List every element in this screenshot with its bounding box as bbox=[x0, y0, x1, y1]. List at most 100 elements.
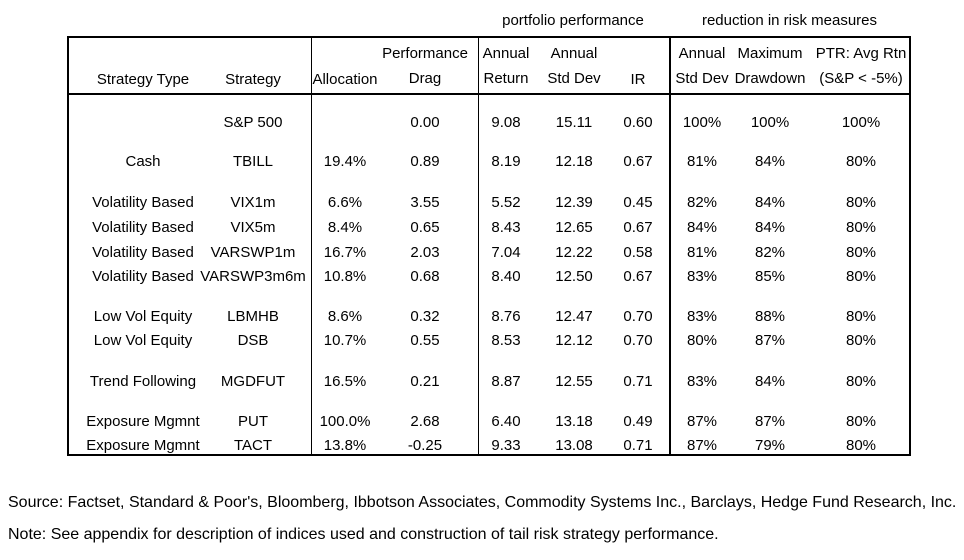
table-cell-strategy: TBILL bbox=[232, 153, 274, 170]
table-cell-annual-return: 8.43 bbox=[491, 219, 521, 236]
column-divider bbox=[669, 38, 671, 454]
table-cell-rr-annual-std-dev: 87% bbox=[686, 437, 718, 454]
table-cell-strategy-type: Cash bbox=[125, 153, 161, 170]
table-cell-performance-drag: 0.65 bbox=[410, 219, 440, 236]
column-header-rr-annual-std-dev: Std Dev bbox=[675, 70, 729, 87]
table-cell-performance-drag: 0.00 bbox=[410, 114, 440, 131]
table-cell-allocation: 10.7% bbox=[323, 332, 367, 349]
table-cell-rr-annual-std-dev: 82% bbox=[686, 194, 718, 211]
table-cell-annual-return: 6.40 bbox=[491, 413, 521, 430]
table-cell-strategy-type: Volatility Based bbox=[92, 194, 194, 211]
table-cell-performance-drag: 2.03 bbox=[410, 244, 440, 261]
table-cell-ir: 0.60 bbox=[623, 114, 653, 131]
column-header-max-drawdown: Maximum bbox=[737, 45, 803, 62]
table-cell-strategy-type: Low Vol Equity bbox=[93, 308, 193, 325]
table-cell-performance-drag: 3.55 bbox=[410, 194, 440, 211]
table-cell-annual-return: 9.08 bbox=[491, 114, 521, 131]
table-cell-annual-std-dev: 13.18 bbox=[555, 413, 593, 430]
table-cell-annual-return: 5.52 bbox=[491, 194, 521, 211]
table-cell-strategy: VIX5m bbox=[230, 219, 276, 236]
table-cell-rr-annual-std-dev: 81% bbox=[686, 244, 718, 261]
table-cell-performance-drag: 0.32 bbox=[410, 308, 440, 325]
group-header-risk-reduction: reduction in risk measures bbox=[701, 12, 878, 29]
table-cell-rr-annual-std-dev: 84% bbox=[686, 219, 718, 236]
table-cell-max-drawdown: 84% bbox=[754, 153, 786, 170]
table-cell-strategy: MGDFUT bbox=[220, 373, 286, 390]
table-cell-ir: 0.67 bbox=[623, 268, 653, 285]
table-cell-ir: 0.49 bbox=[623, 413, 653, 430]
table-cell-allocation: 19.4% bbox=[323, 153, 367, 170]
table-cell-annual-std-dev: 12.65 bbox=[555, 219, 593, 236]
table-cell-strategy: LBMHB bbox=[227, 308, 279, 325]
table-cell-rr-annual-std-dev: 80% bbox=[686, 332, 718, 349]
column-header-annual-std-dev: Annual bbox=[550, 45, 598, 62]
table-cell-allocation: 100.0% bbox=[319, 413, 371, 430]
table-cell-max-drawdown: 87% bbox=[754, 332, 786, 349]
table-cell-ptr: 80% bbox=[845, 332, 877, 349]
table-cell-ir: 0.67 bbox=[623, 219, 653, 236]
table-cell-annual-return: 8.40 bbox=[491, 268, 521, 285]
table-cell-annual-std-dev: 12.50 bbox=[555, 268, 593, 285]
table-cell-ptr: 80% bbox=[845, 413, 877, 430]
table-cell-allocation: 8.6% bbox=[327, 308, 363, 325]
table-cell-ptr: 80% bbox=[845, 268, 877, 285]
table-cell-performance-drag: 0.89 bbox=[410, 153, 440, 170]
table-cell-strategy: VARSWP3m6m bbox=[200, 268, 306, 285]
table-cell-rr-annual-std-dev: 83% bbox=[686, 373, 718, 390]
table-cell-ptr: 80% bbox=[845, 219, 877, 236]
table-cell-max-drawdown: 84% bbox=[754, 373, 786, 390]
column-header-annual-std-dev: Std Dev bbox=[547, 70, 601, 87]
table-cell-rr-annual-std-dev: 87% bbox=[686, 413, 718, 430]
column-header-max-drawdown: Drawdown bbox=[734, 70, 806, 87]
table-cell-max-drawdown: 79% bbox=[754, 437, 786, 454]
table-cell-ptr: 80% bbox=[845, 194, 877, 211]
table-cell-max-drawdown: 82% bbox=[754, 244, 786, 261]
table-cell-allocation: 13.8% bbox=[323, 437, 367, 454]
column-header-allocation: Allocation bbox=[312, 71, 378, 88]
table-cell-strategy: S&P 500 bbox=[223, 114, 283, 131]
table-cell-ptr: 80% bbox=[845, 308, 877, 325]
table-cell-performance-drag: 0.21 bbox=[410, 373, 440, 390]
column-header-annual-return: Return bbox=[483, 70, 529, 87]
table-cell-strategy: VARSWP1m bbox=[210, 244, 296, 261]
table-cell-strategy: PUT bbox=[238, 413, 268, 430]
table-cell-max-drawdown: 100% bbox=[750, 114, 790, 131]
table-cell-annual-return: 8.87 bbox=[491, 373, 521, 390]
table-cell-allocation: 10.8% bbox=[323, 268, 367, 285]
table-cell-ir: 0.67 bbox=[623, 153, 653, 170]
column-header-strategy-type: Strategy Type bbox=[96, 71, 190, 88]
column-header-ptr: (S&P < -5%) bbox=[819, 70, 903, 87]
column-header-annual-return: Annual bbox=[482, 45, 530, 62]
table-cell-annual-std-dev: 12.47 bbox=[555, 308, 593, 325]
table-cell-ptr: 80% bbox=[845, 153, 877, 170]
table-cell-annual-std-dev: 12.55 bbox=[555, 373, 593, 390]
table-cell-performance-drag: 0.68 bbox=[410, 268, 440, 285]
table-cell-max-drawdown: 84% bbox=[754, 219, 786, 236]
table-cell-strategy: DSB bbox=[237, 332, 269, 349]
table-cell-ir: 0.58 bbox=[623, 244, 653, 261]
table-cell-allocation: 8.4% bbox=[327, 219, 363, 236]
table-cell-ptr: 80% bbox=[845, 244, 877, 261]
table-cell-performance-drag: 0.55 bbox=[410, 332, 440, 349]
table-cell-strategy-type: Volatility Based bbox=[92, 268, 194, 285]
table-cell-performance-drag: -0.25 bbox=[407, 437, 443, 454]
table-cell-ptr: 80% bbox=[845, 373, 877, 390]
column-header-strategy: Strategy bbox=[225, 71, 281, 88]
table-cell-strategy-type: Exposure Mgmnt bbox=[86, 413, 200, 430]
table-cell-allocation: 16.5% bbox=[323, 373, 367, 390]
table-cell-annual-return: 8.53 bbox=[491, 332, 521, 349]
table-cell-ir: 0.70 bbox=[623, 332, 653, 349]
header-separator bbox=[69, 93, 909, 95]
table-cell-annual-std-dev: 12.18 bbox=[555, 153, 593, 170]
table-cell-strategy: TACT bbox=[233, 437, 273, 454]
table-cell-annual-return: 7.04 bbox=[491, 244, 521, 261]
table-cell-strategy-type: Exposure Mgmnt bbox=[86, 437, 200, 454]
table-cell-annual-std-dev: 13.08 bbox=[555, 437, 593, 454]
table-cell-rr-annual-std-dev: 100% bbox=[682, 114, 722, 131]
table-cell-rr-annual-std-dev: 81% bbox=[686, 153, 718, 170]
table-cell-max-drawdown: 88% bbox=[754, 308, 786, 325]
table-cell-ptr: 100% bbox=[841, 114, 881, 131]
table-cell-performance-drag: 2.68 bbox=[410, 413, 440, 430]
table-cell-ptr: 80% bbox=[845, 437, 877, 454]
table-cell-annual-return: 9.33 bbox=[491, 437, 521, 454]
